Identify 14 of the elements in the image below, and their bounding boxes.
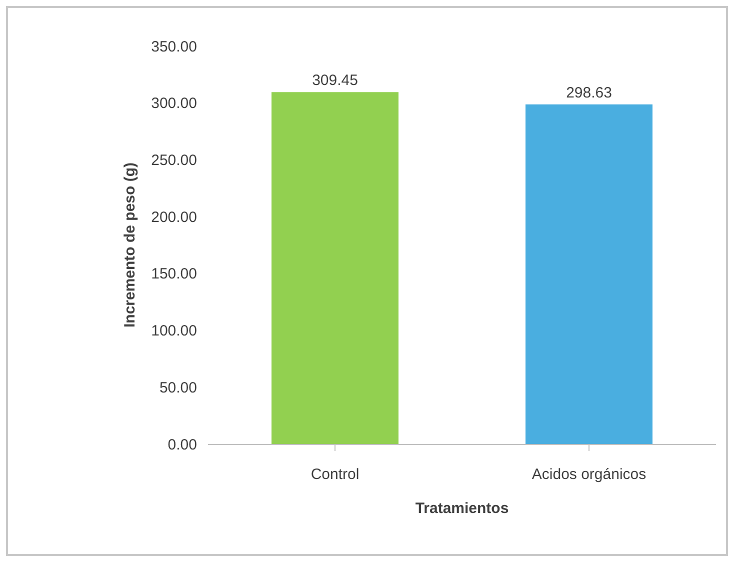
y-tick-label: 50.00 (159, 379, 197, 396)
y-axis-title: Incremento de peso (g) (121, 162, 138, 328)
y-tick-label: 200.00 (151, 208, 197, 226)
data-label: 298.63 (566, 84, 612, 102)
y-tick-label: 300.00 (151, 95, 197, 112)
x-tick-label: Acidos orgánicos (532, 466, 646, 483)
y-tick-label: 350.00 (151, 38, 197, 56)
x-tick-label: Control (310, 466, 360, 483)
y-tick-label: 150.00 (151, 266, 197, 283)
y-tick-label: 0.00 (168, 436, 197, 454)
y-tick-label: 100.00 (151, 322, 197, 340)
data-label: 309.45 (312, 72, 358, 90)
x-axis-title: Tratamientos (415, 500, 509, 517)
y-tick-label: 250.00 (151, 152, 197, 169)
